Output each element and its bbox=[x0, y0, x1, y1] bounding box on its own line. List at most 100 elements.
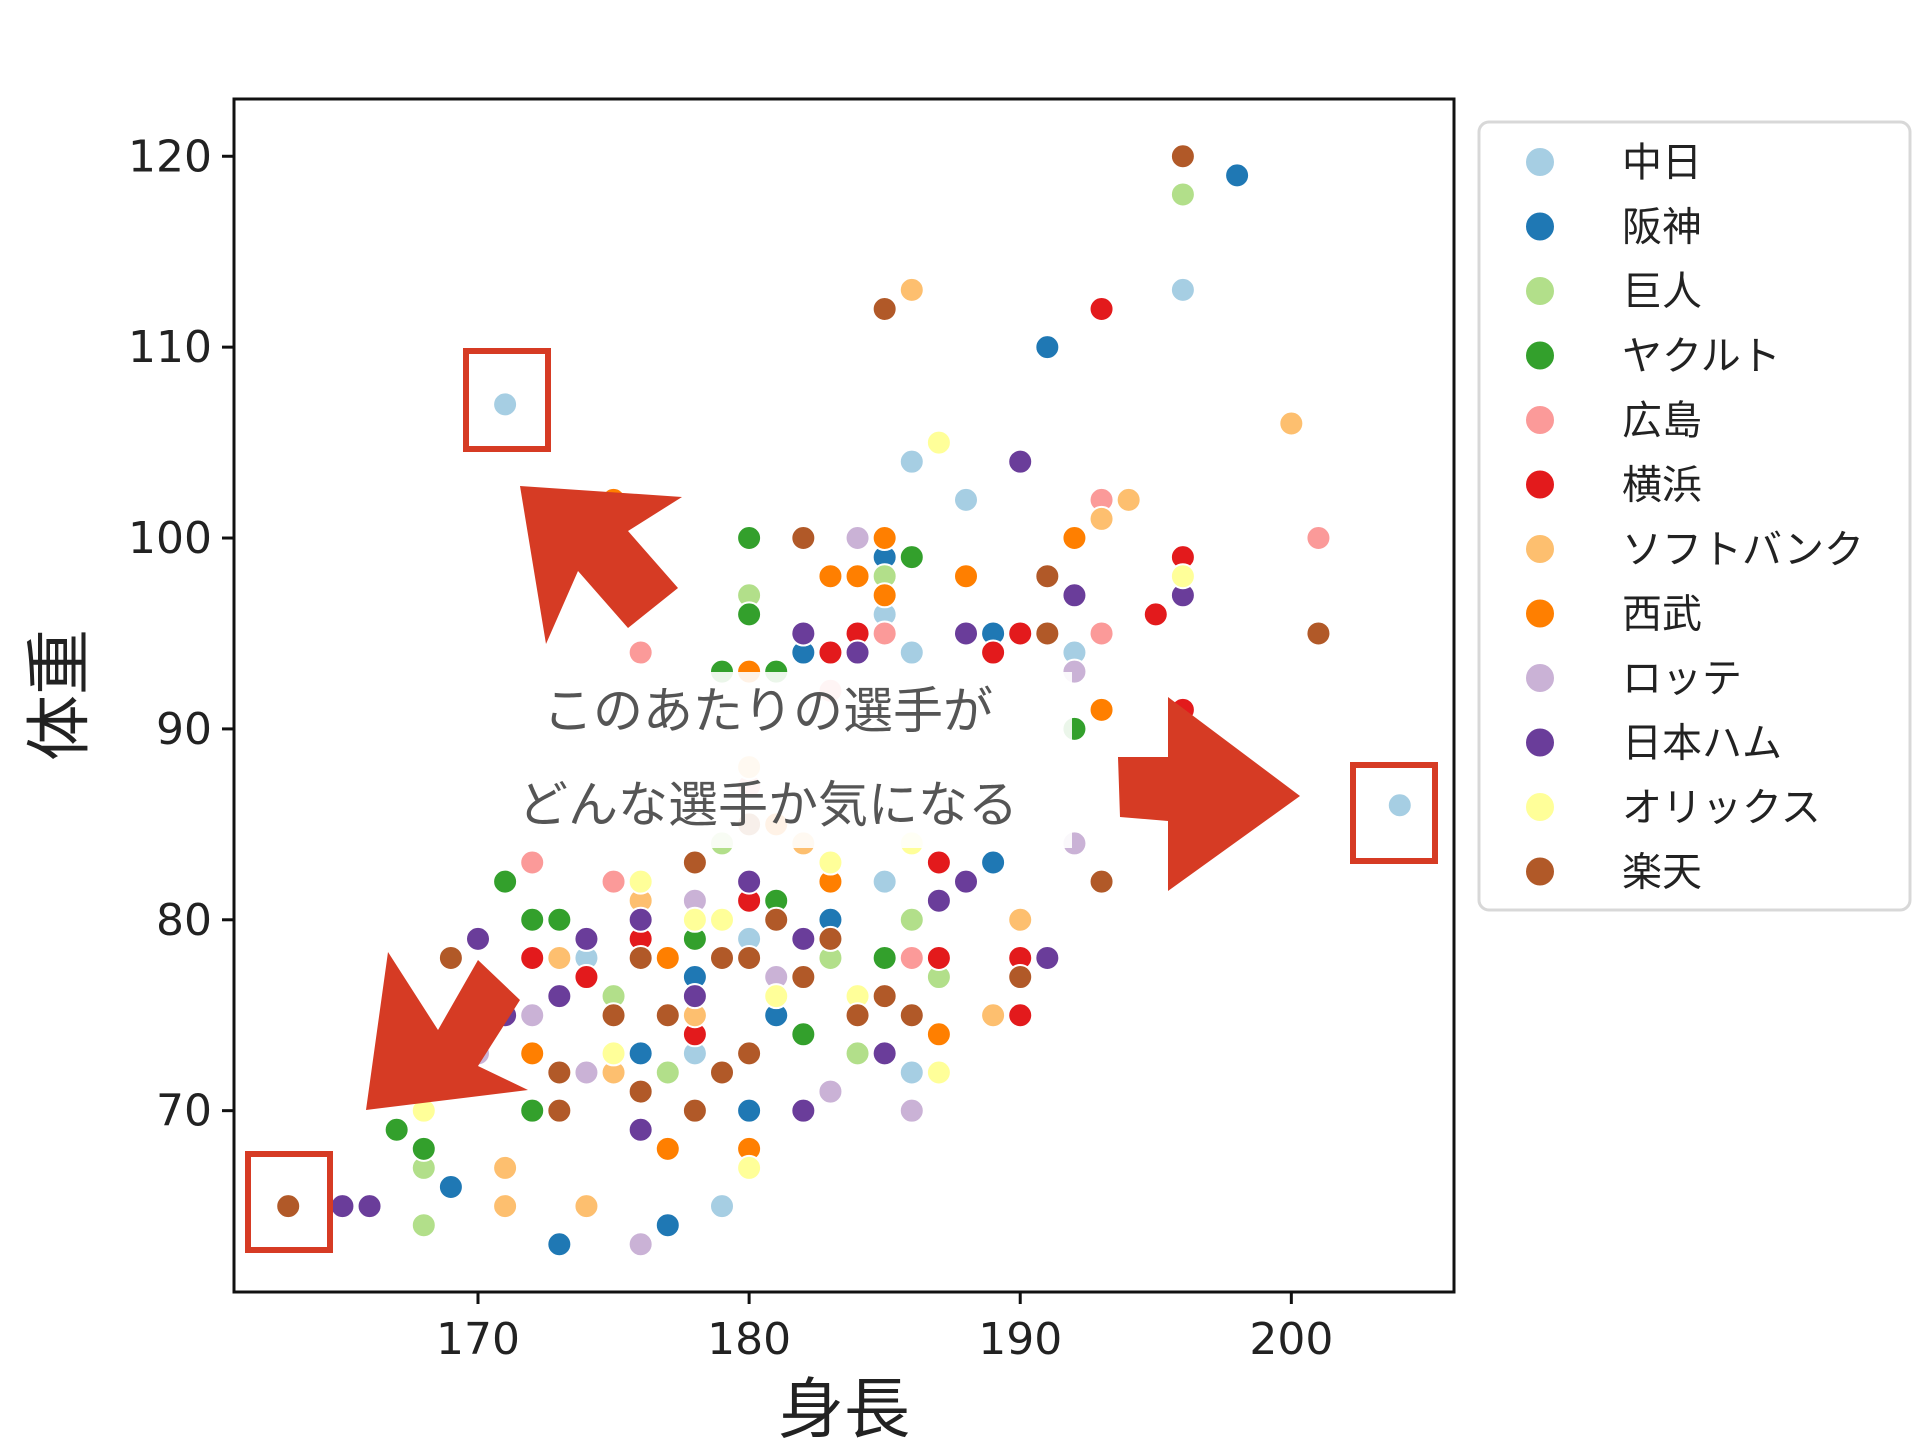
y-tick-label: 70 bbox=[156, 1086, 212, 1137]
legend-marker bbox=[1524, 210, 1556, 243]
scatter-point bbox=[790, 620, 817, 647]
annotation-backdrop bbox=[482, 672, 1072, 848]
scatter-point bbox=[980, 1002, 1007, 1029]
scatter-point bbox=[790, 964, 817, 991]
scatter-point bbox=[600, 868, 627, 895]
scatter-point bbox=[1305, 525, 1332, 552]
scatter-point bbox=[492, 1154, 519, 1181]
scatter-point bbox=[546, 983, 573, 1010]
arrow-right bbox=[1118, 697, 1300, 891]
x-tick-label: 200 bbox=[1249, 1314, 1333, 1365]
scatter-point bbox=[898, 1059, 925, 1086]
legend-marker bbox=[1524, 855, 1556, 888]
scatter-point bbox=[1169, 563, 1196, 590]
scatter-point bbox=[654, 1135, 681, 1162]
scatter-point bbox=[383, 1116, 410, 1143]
scatter-point bbox=[925, 944, 952, 971]
scatter-point bbox=[790, 1097, 817, 1124]
scatter-point bbox=[519, 849, 546, 876]
x-axis-label: 身長 bbox=[778, 1371, 910, 1442]
scatter-point bbox=[1169, 143, 1196, 170]
legend-marker bbox=[1524, 533, 1556, 565]
scatter-point bbox=[844, 1040, 871, 1067]
scatter-point bbox=[492, 391, 519, 418]
scatter-point bbox=[925, 1059, 952, 1086]
legend-marker bbox=[1524, 791, 1556, 823]
scatter-point bbox=[1034, 944, 1061, 971]
scatter-point bbox=[1278, 410, 1305, 437]
scatter-point bbox=[410, 1212, 437, 1239]
legend-marker bbox=[1524, 468, 1556, 501]
scatter-point bbox=[1007, 620, 1034, 647]
scatter-point bbox=[1034, 563, 1061, 590]
scatter-point bbox=[871, 983, 898, 1010]
scatter-point bbox=[1007, 1002, 1034, 1029]
scatter-point bbox=[898, 944, 925, 971]
scatter-point bbox=[871, 620, 898, 647]
scatter-point bbox=[275, 1193, 302, 1220]
scatter-point bbox=[817, 563, 844, 590]
scatter-point bbox=[600, 1002, 627, 1029]
scatter-point bbox=[1169, 181, 1196, 208]
scatter-point bbox=[709, 1193, 735, 1220]
y-axis-label: 体重 bbox=[21, 629, 98, 761]
scatter-point bbox=[925, 887, 952, 914]
legend-label: 阪神 bbox=[1622, 205, 1702, 251]
scatter-point bbox=[871, 1040, 898, 1067]
scatter-point bbox=[492, 868, 519, 895]
scatter-point bbox=[709, 906, 735, 933]
scatter-point bbox=[1088, 696, 1115, 723]
scatter-point bbox=[627, 639, 654, 666]
scatter-point bbox=[627, 1116, 654, 1143]
scatter-point bbox=[627, 906, 654, 933]
legend-label: 西武 bbox=[1622, 592, 1702, 638]
scatter-point bbox=[844, 563, 871, 590]
scatter-point bbox=[980, 639, 1007, 666]
scatter-point bbox=[519, 1002, 546, 1029]
scatter-point bbox=[736, 868, 763, 895]
highlight-box-bottom-left bbox=[245, 1151, 333, 1253]
annotation-text-line2: どんな選手か気になる bbox=[518, 776, 1018, 834]
legend-marker bbox=[1524, 662, 1556, 694]
scatter-point bbox=[1088, 868, 1115, 895]
legend-label: 中日 bbox=[1622, 140, 1702, 186]
arrow-down-left bbox=[366, 952, 528, 1110]
scatter-point bbox=[925, 849, 952, 876]
scatter-point bbox=[844, 639, 871, 666]
scatter-point bbox=[1115, 486, 1142, 513]
legend-label: 広島 bbox=[1622, 398, 1702, 444]
scatter-point bbox=[736, 1154, 763, 1181]
scatter-point bbox=[790, 925, 817, 952]
scatter-point bbox=[817, 849, 844, 876]
scatter-point bbox=[925, 1021, 952, 1048]
scatter-point bbox=[492, 1193, 519, 1220]
scatter-point bbox=[1142, 601, 1169, 628]
y-tick-label: 120 bbox=[128, 131, 212, 182]
scatter-point bbox=[1061, 582, 1088, 609]
scatter-point bbox=[898, 906, 925, 933]
y-tick-label: 80 bbox=[156, 895, 212, 946]
annotation-text-line1: このあたりの選手が bbox=[543, 682, 993, 740]
scatter-point bbox=[898, 639, 925, 666]
scatter-point bbox=[953, 620, 979, 647]
scatter-point bbox=[519, 1040, 546, 1067]
arrow-up-left bbox=[520, 486, 682, 644]
legend-box bbox=[1477, 120, 1912, 912]
scatter-point bbox=[953, 868, 979, 895]
legend-marker bbox=[1524, 726, 1556, 759]
scatter-point bbox=[980, 849, 1007, 876]
scatter-point bbox=[654, 1002, 681, 1029]
scatter-point bbox=[871, 944, 898, 971]
scatter-point bbox=[790, 1021, 817, 1048]
scatter-point bbox=[573, 964, 600, 991]
legend-marker bbox=[1524, 404, 1556, 436]
scatter-point bbox=[1061, 525, 1088, 552]
y-tick-label: 110 bbox=[128, 322, 212, 373]
scatter-point bbox=[681, 1097, 708, 1124]
scatter-point bbox=[736, 1097, 763, 1124]
scatter-point bbox=[627, 1040, 654, 1067]
scatter-point bbox=[1088, 620, 1115, 647]
x-tick-label: 190 bbox=[978, 1314, 1062, 1365]
x-tick-label: 170 bbox=[436, 1314, 520, 1365]
